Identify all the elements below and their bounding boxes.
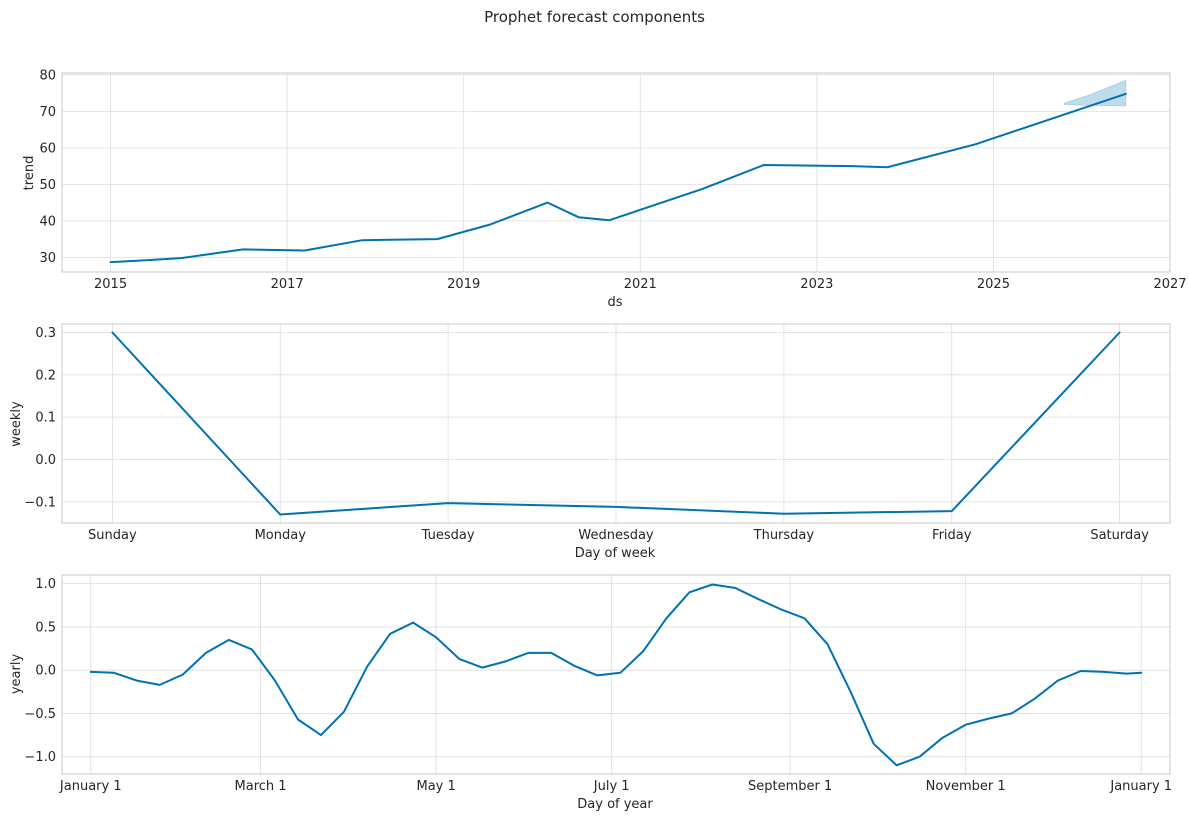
- trend-ytick-label: 30: [39, 251, 56, 266]
- weekly-xtick-label: Tuesday: [421, 528, 475, 543]
- trend-xtick-label: 2027: [1153, 277, 1186, 292]
- trend-xlabel: ds: [607, 295, 622, 310]
- yearly-xlabel: Day of year: [577, 797, 653, 812]
- weekly-ytick-label: 0.0: [35, 453, 56, 468]
- yearly-panel: yearly Day of year January 1 March 1 May 1…: [9, 574, 1172, 812]
- trend-uncertainty-band: [1063, 79, 1127, 107]
- trend-ytick-label: 70: [39, 105, 56, 120]
- weekly-xtick-label: Friday: [932, 528, 972, 543]
- trend-xtick-label: 2025: [977, 277, 1010, 292]
- trend-ytick-label: 60: [39, 141, 56, 156]
- weekly-ytick-label: 0.2: [35, 368, 56, 383]
- yearly-ytick-label: 0.0: [35, 664, 56, 679]
- trend-series-line: [109, 92, 1127, 264]
- trend-panel: trend ds 2015 2017 2019 2021 2023 2025 2027 30 4…: [22, 68, 1187, 310]
- figure-title: Prophet forecast components: [484, 8, 705, 26]
- weekly-axes-frame: [61, 323, 1171, 524]
- trend-ylabel: trend: [22, 156, 37, 191]
- yearly-xtick-label: March 1: [235, 779, 287, 794]
- yearly-ylabel: yearly: [9, 654, 24, 695]
- weekly-xlabel: Day of week: [575, 546, 656, 561]
- trend-xtick-label: 2023: [800, 277, 833, 292]
- trend-xtick-label: 2021: [624, 277, 657, 292]
- trend-xtick-label: 2017: [271, 277, 304, 292]
- yearly-xtick-label: January 1: [1109, 779, 1172, 794]
- yearly-xtick-label: July 1: [593, 779, 630, 794]
- yearly-ytick-label: 0.5: [35, 620, 56, 635]
- weekly-ytick-label: −0.1: [24, 495, 56, 510]
- weekly-ylabel: weekly: [9, 401, 24, 447]
- trend-ytick-label: 50: [39, 178, 56, 193]
- weekly-xtick-label: Wednesday: [578, 528, 654, 543]
- yearly-ytick-label: 1.0: [35, 577, 56, 592]
- weekly-xtick-label: Sunday: [88, 528, 137, 543]
- yearly-ytick-label: −0.5: [24, 707, 56, 722]
- yearly-axes-frame: [61, 574, 1171, 775]
- yearly-xtick-label: September 1: [748, 779, 832, 794]
- trend-xtick-label: 2019: [447, 277, 480, 292]
- weekly-xtick-label: Saturday: [1090, 528, 1149, 543]
- weekly-series-line: [111, 331, 1121, 516]
- weekly-ytick-label: 0.1: [35, 411, 56, 426]
- yearly-xtick-label: January 1: [59, 779, 122, 794]
- yearly-series-line: [89, 583, 1143, 767]
- trend-ytick-label: 40: [39, 214, 56, 229]
- weekly-xtick-label: Thursday: [753, 528, 815, 543]
- trend-xtick-label: 2015: [94, 277, 127, 292]
- trend-axes-frame: [61, 72, 1171, 273]
- weekly-ytick-label: 0.3: [35, 326, 56, 341]
- yearly-xtick-label: November 1: [926, 779, 1006, 794]
- yearly-ytick-label: −1.0: [24, 750, 56, 765]
- yearly-xtick-label: May 1: [416, 779, 455, 794]
- weekly-panel: weekly Day of week Sunday Monday Tuesday We…: [9, 323, 1171, 561]
- trend-ytick-label: 80: [39, 68, 56, 83]
- weekly-xtick-label: Monday: [255, 528, 307, 543]
